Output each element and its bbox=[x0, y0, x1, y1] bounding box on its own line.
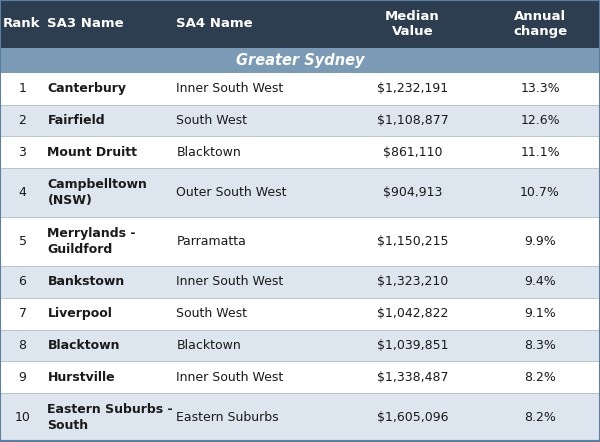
Text: 2: 2 bbox=[19, 114, 26, 127]
Text: Hurstville: Hurstville bbox=[47, 370, 115, 384]
Text: Canterbury: Canterbury bbox=[47, 82, 127, 95]
Bar bbox=[0, 48, 600, 73]
Text: Campbelltown
(NSW): Campbelltown (NSW) bbox=[47, 178, 147, 207]
Text: 8.2%: 8.2% bbox=[524, 370, 556, 384]
Text: 9: 9 bbox=[19, 370, 26, 384]
Text: Blacktown: Blacktown bbox=[176, 339, 241, 352]
Text: 8.2%: 8.2% bbox=[524, 411, 556, 424]
Text: 13.3%: 13.3% bbox=[520, 82, 560, 95]
Text: Inner South West: Inner South West bbox=[176, 82, 284, 95]
Text: 9.9%: 9.9% bbox=[524, 235, 556, 248]
Text: $1,150,215: $1,150,215 bbox=[377, 235, 448, 248]
Text: Outer South West: Outer South West bbox=[176, 186, 287, 199]
Text: Rank: Rank bbox=[2, 17, 40, 30]
Text: Bankstown: Bankstown bbox=[47, 275, 125, 289]
Text: $904,913: $904,913 bbox=[383, 186, 442, 199]
Text: Eastern Suburbs: Eastern Suburbs bbox=[176, 411, 279, 424]
Text: $1,323,210: $1,323,210 bbox=[377, 275, 448, 289]
Text: South West: South West bbox=[176, 307, 247, 320]
Text: 6: 6 bbox=[19, 275, 26, 289]
Bar bbox=[0, 298, 600, 330]
Bar bbox=[0, 361, 600, 393]
Text: SA4 Name: SA4 Name bbox=[176, 17, 253, 30]
Text: 9.4%: 9.4% bbox=[524, 275, 556, 289]
Text: 12.6%: 12.6% bbox=[520, 114, 560, 127]
Text: Fairfield: Fairfield bbox=[47, 114, 105, 127]
Bar bbox=[0, 217, 600, 266]
Bar bbox=[0, 330, 600, 361]
Text: Mount Druitt: Mount Druitt bbox=[47, 145, 137, 159]
Text: Blacktown: Blacktown bbox=[47, 339, 120, 352]
Bar bbox=[0, 105, 600, 136]
Text: 3: 3 bbox=[19, 145, 26, 159]
Text: Inner South West: Inner South West bbox=[176, 275, 284, 289]
Text: South West: South West bbox=[176, 114, 247, 127]
Text: 1: 1 bbox=[19, 82, 26, 95]
Text: Blacktown: Blacktown bbox=[176, 145, 241, 159]
Text: 5: 5 bbox=[19, 235, 26, 248]
Text: 7: 7 bbox=[19, 307, 26, 320]
Text: $1,605,096: $1,605,096 bbox=[377, 411, 448, 424]
Text: Merrylands -
Guildford: Merrylands - Guildford bbox=[47, 227, 136, 256]
Text: 11.1%: 11.1% bbox=[520, 145, 560, 159]
Text: 10: 10 bbox=[14, 411, 31, 424]
Text: Liverpool: Liverpool bbox=[47, 307, 112, 320]
Text: Eastern Suburbs -
South: Eastern Suburbs - South bbox=[47, 403, 173, 432]
Text: $1,039,851: $1,039,851 bbox=[377, 339, 448, 352]
Text: $1,108,877: $1,108,877 bbox=[377, 114, 448, 127]
Text: Greater Sydney: Greater Sydney bbox=[236, 53, 364, 68]
Text: 4: 4 bbox=[19, 186, 26, 199]
Bar bbox=[0, 0, 600, 48]
Text: 10.7%: 10.7% bbox=[520, 186, 560, 199]
Text: Annual
change: Annual change bbox=[513, 10, 567, 38]
Bar bbox=[0, 136, 600, 168]
Text: Median
Value: Median Value bbox=[385, 10, 440, 38]
Text: $861,110: $861,110 bbox=[383, 145, 442, 159]
Text: Inner South West: Inner South West bbox=[176, 370, 284, 384]
Text: $1,042,822: $1,042,822 bbox=[377, 307, 448, 320]
Bar bbox=[0, 393, 600, 442]
Text: Parramatta: Parramatta bbox=[176, 235, 246, 248]
Text: $1,338,487: $1,338,487 bbox=[377, 370, 448, 384]
Bar bbox=[0, 266, 600, 298]
Bar bbox=[0, 73, 600, 105]
Text: 9.1%: 9.1% bbox=[524, 307, 556, 320]
Text: 8: 8 bbox=[19, 339, 26, 352]
Text: 8.3%: 8.3% bbox=[524, 339, 556, 352]
Text: $1,232,191: $1,232,191 bbox=[377, 82, 448, 95]
Bar bbox=[0, 168, 600, 217]
Text: SA3 Name: SA3 Name bbox=[47, 17, 124, 30]
